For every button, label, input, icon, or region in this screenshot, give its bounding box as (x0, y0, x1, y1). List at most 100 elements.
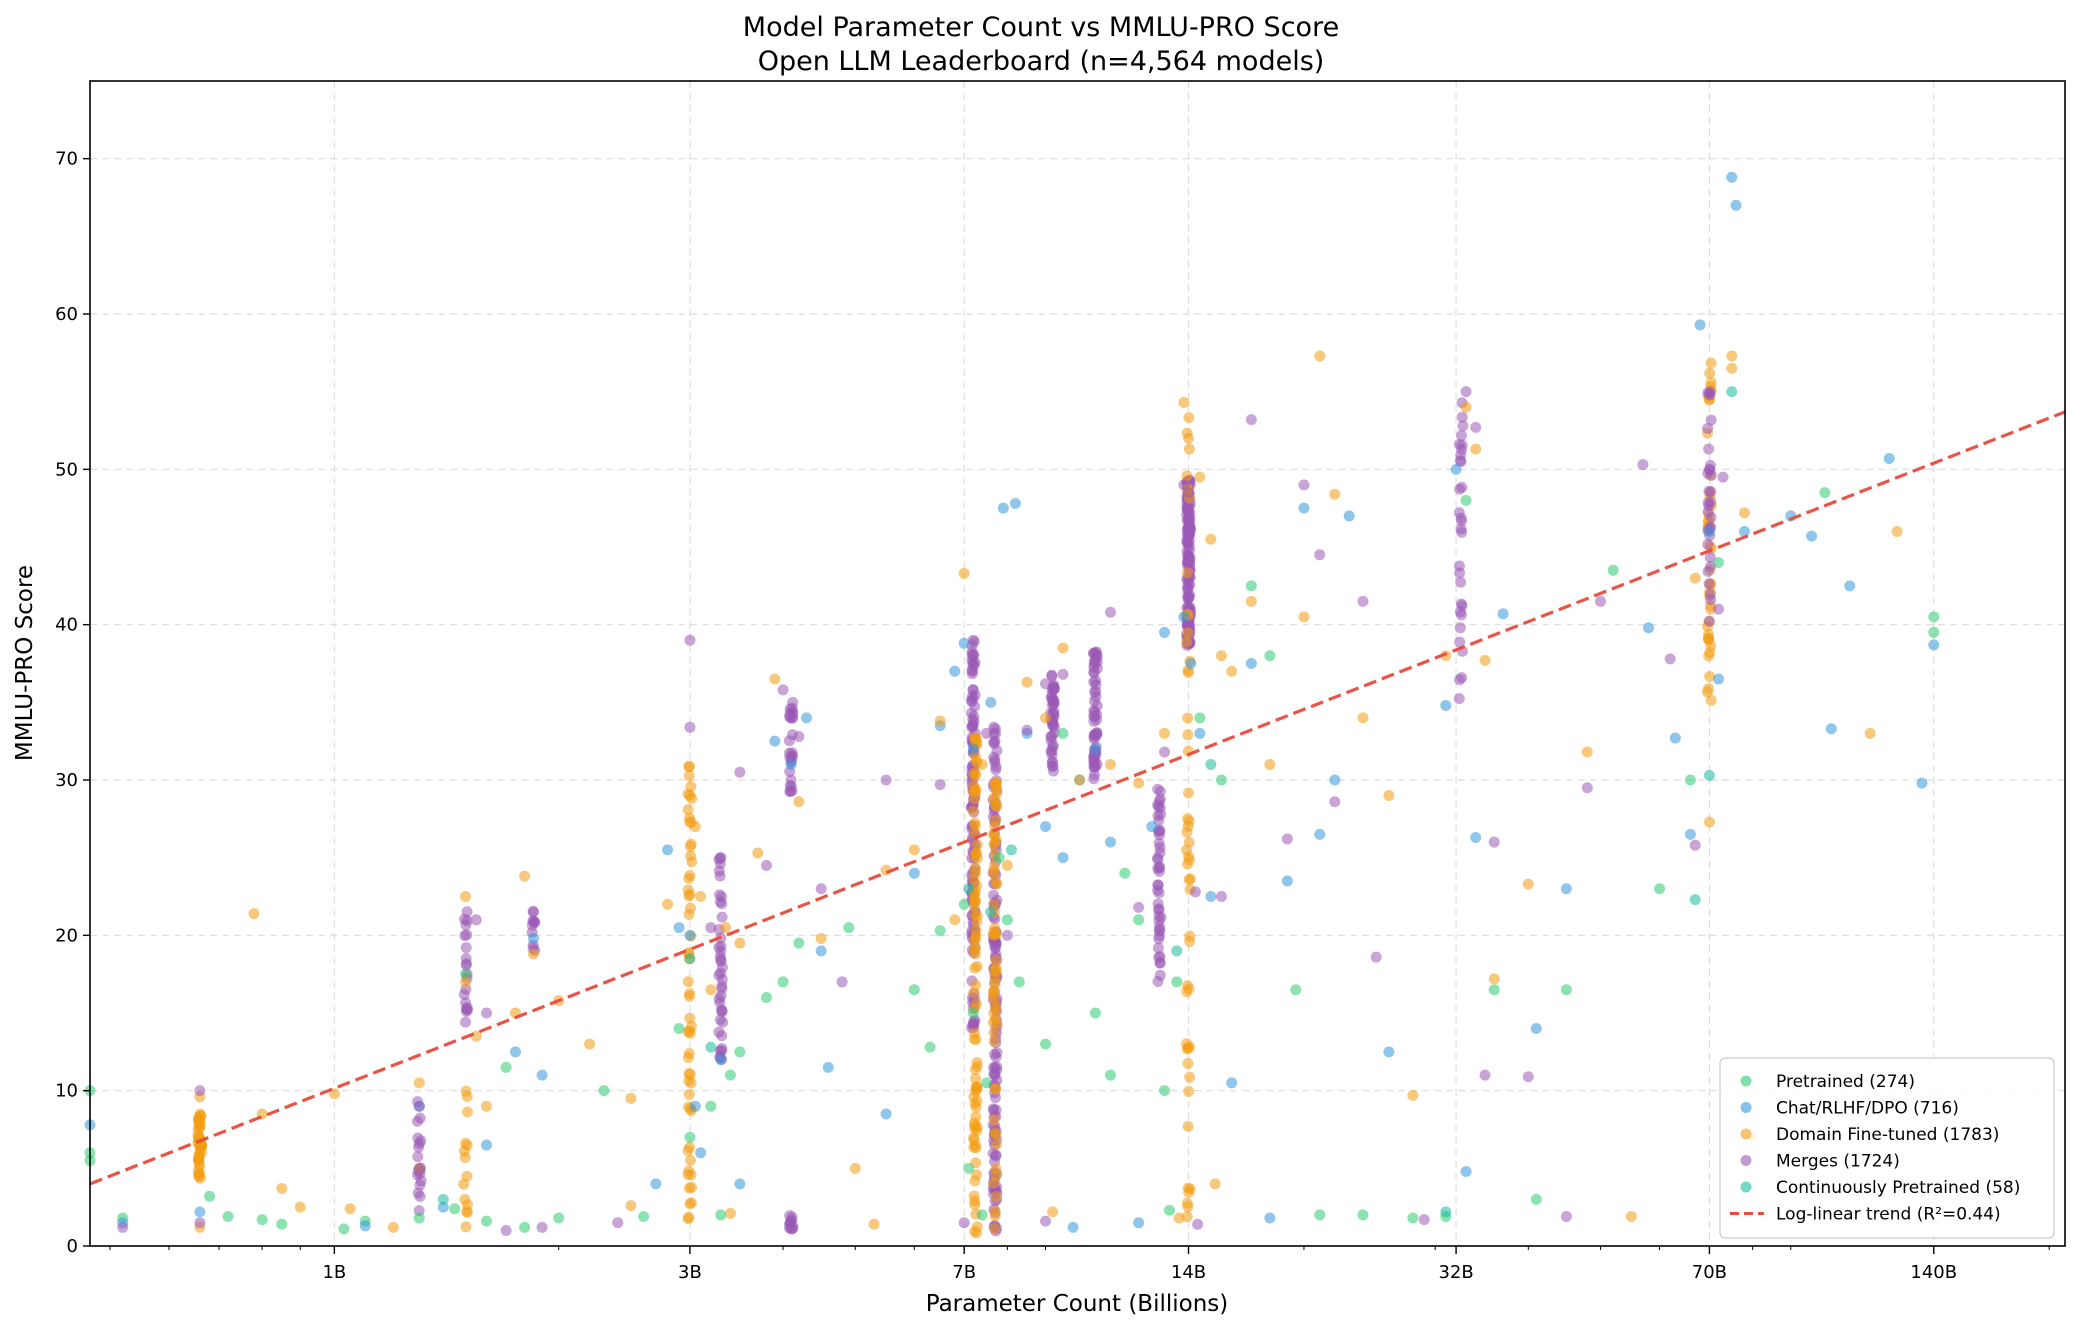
data-point-series-3 (194, 1085, 206, 1097)
cluster-point (716, 891, 728, 903)
cluster-point (969, 862, 981, 874)
data-point-series-3 (1298, 479, 1310, 491)
cluster-point (988, 1177, 1000, 1189)
data-point-series-3 (1189, 886, 1201, 898)
data-point-series-2 (1104, 758, 1116, 770)
data-point-series-0 (460, 968, 472, 980)
data-point-series-1 (673, 922, 685, 934)
data-point-series-1 (194, 1206, 206, 1218)
data-point-series-3 (117, 1221, 129, 1233)
data-point-series-4 (1726, 386, 1738, 398)
cluster-point (684, 840, 696, 852)
x-tick-label: 70B (1692, 1262, 1727, 1283)
data-point-series-0 (1264, 650, 1276, 662)
legend-label: Pretrained (274) (1776, 1072, 1915, 1092)
data-point-series-1 (1185, 658, 1197, 669)
cluster-point (686, 856, 698, 868)
cluster-point (968, 944, 980, 956)
data-point-series-3 (1479, 1069, 1491, 1081)
data-point-series-1 (1104, 836, 1116, 848)
data-point-series-2 (625, 1200, 637, 1212)
data-point-series-2 (868, 1218, 880, 1230)
data-point-series-3 (1522, 1071, 1534, 1083)
cluster-point (1456, 411, 1468, 423)
cluster-point (969, 896, 981, 908)
data-point-series-1 (1383, 1046, 1395, 1058)
cluster-point (683, 1068, 695, 1080)
data-point-series-2 (752, 847, 764, 859)
legend-label: Domain Fine-tuned (1783) (1776, 1125, 1999, 1145)
cluster-point (1183, 412, 1195, 424)
cluster-point (971, 839, 983, 851)
data-point-series-1 (997, 502, 1009, 514)
cluster-point (461, 1003, 473, 1015)
data-point-series-1 (1440, 699, 1452, 711)
data-point-series-1 (1264, 1212, 1276, 1224)
cluster-point (684, 888, 696, 900)
x-axis-ticks: 1B 3B 7B 14B 32B 70B 140B (109, 1246, 2050, 1283)
cluster-point (988, 1114, 1000, 1126)
data-point-series-1 (822, 1061, 834, 1073)
cluster-point (1182, 1121, 1194, 1133)
data-point-series-2 (1215, 650, 1227, 662)
cluster-point (967, 720, 979, 732)
data-point-series-0 (413, 1212, 425, 1224)
data-point-series-1 (650, 1178, 662, 1190)
legend-marker (1740, 1155, 1752, 1166)
data-point-series-3 (1581, 782, 1593, 794)
data-point-series-0 (1560, 984, 1572, 996)
cluster-point (1453, 693, 1465, 705)
data-point-series-3 (413, 1100, 425, 1112)
data-point-series-3 (1040, 1215, 1052, 1227)
data-point-series-1 (1643, 622, 1655, 634)
cluster-point (990, 1051, 1002, 1063)
data-point-series-3 (1560, 1210, 1572, 1222)
data-point-series-1 (1178, 611, 1190, 623)
cluster-point (968, 1018, 979, 1030)
cluster-point (968, 873, 980, 885)
data-point-series-1 (1226, 1077, 1238, 1089)
data-point-series-4 (963, 883, 975, 895)
data-point-series-0 (1684, 774, 1696, 786)
data-point-series-1 (800, 712, 812, 724)
data-point-series-2 (460, 891, 472, 902)
cluster-point (784, 786, 796, 798)
data-point-series-2 (294, 1201, 306, 1213)
cluster-point (1705, 694, 1717, 706)
data-point-series-1 (1806, 530, 1818, 542)
y-tick-label: 20 (55, 925, 78, 946)
data-point-series-2 (1264, 758, 1276, 770)
data-point-series-3 (734, 766, 746, 778)
cluster-point (989, 1222, 1001, 1234)
data-point-series-2 (1383, 790, 1395, 802)
cluster-point (713, 969, 725, 981)
data-point-series-1 (785, 758, 797, 770)
legend-trend-label: Log-linear trend (R²=0.44) (1776, 1205, 2001, 1225)
y-tick-label: 40 (55, 615, 78, 636)
data-point-series-2 (1298, 611, 1310, 623)
data-point-series-0 (843, 922, 855, 934)
cluster-point (1704, 367, 1716, 379)
data-point-series-2 (1738, 507, 1750, 519)
cluster-point (685, 1169, 697, 1181)
data-point-series-1 (1825, 723, 1837, 735)
cluster-point (1182, 1201, 1194, 1213)
data-point-series-0 (1013, 976, 1025, 988)
cluster-point (1703, 578, 1715, 590)
data-point-series-3 (1470, 421, 1482, 433)
data-point-series-2 (248, 908, 260, 920)
points-layer (84, 171, 1940, 1239)
data-point-series-2 (1209, 1178, 1221, 1190)
data-point-series-2 (625, 1092, 637, 1104)
x-tick-label: 1B (322, 1262, 346, 1283)
data-point-series-0 (1607, 564, 1619, 576)
cluster-point (1704, 588, 1716, 600)
cluster-point (193, 1154, 205, 1166)
cluster-point (988, 1061, 1000, 1073)
cluster-point (988, 889, 1000, 901)
data-point-series-0 (1407, 1212, 1419, 1224)
data-point-series-3 (1595, 595, 1607, 607)
data-point-series-1 (1560, 883, 1572, 895)
cluster-point (1183, 854, 1195, 866)
cluster-point (990, 876, 1002, 888)
